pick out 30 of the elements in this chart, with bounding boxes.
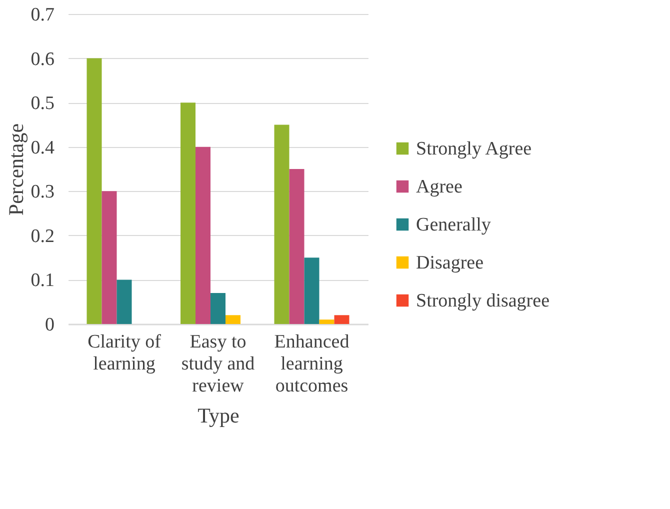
x-axis-title: Type	[198, 404, 240, 428]
x-tick-label: Easy to study and review	[181, 332, 256, 396]
y-tick-label: 0.3	[30, 182, 54, 203]
bar	[116, 280, 132, 324]
legend-label: Generally	[416, 214, 492, 236]
y-tick-label: 0.7	[30, 4, 54, 26]
y-tick-label: 0.6	[30, 48, 54, 70]
bar	[319, 320, 334, 324]
y-tick-label: 0.4	[30, 137, 55, 158]
y-tick-label: 0.2	[30, 226, 54, 247]
y-tick-label: 0.5	[30, 93, 54, 114]
bar	[304, 258, 320, 324]
bar	[334, 315, 350, 324]
bar	[180, 102, 196, 324]
y-tick-label: 0	[45, 314, 54, 336]
legend-label: Disagree	[416, 252, 484, 274]
bar	[289, 169, 304, 324]
x-tick-label: Clarity of learning	[88, 332, 162, 374]
legend-label: Strongly Agree	[416, 138, 532, 160]
bar	[226, 315, 240, 324]
legend-label: Agree	[416, 176, 462, 198]
legend-label: Strongly disagree	[416, 290, 550, 312]
bar	[102, 191, 117, 324]
bar	[86, 58, 102, 324]
x-tick-label: Enhanced learning outcomes	[274, 332, 350, 396]
bar	[210, 293, 226, 324]
bar	[196, 146, 210, 324]
y-axis-title: Percentage	[4, 123, 28, 216]
y-tick-label: 0.1	[30, 270, 54, 292]
bar	[274, 124, 290, 324]
